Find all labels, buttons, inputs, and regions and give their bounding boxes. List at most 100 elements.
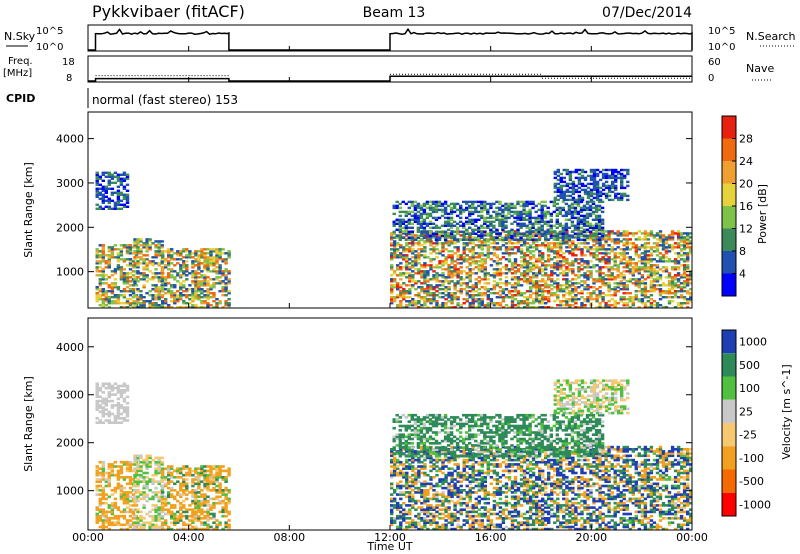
scatter-cell	[528, 244, 533, 247]
scatter-cell	[170, 256, 174, 259]
scatter-cell	[176, 272, 180, 275]
scatter-cell	[104, 199, 108, 202]
scatter-cell	[139, 302, 143, 305]
scatter-cell	[589, 260, 593, 263]
scatter-cell	[128, 298, 133, 301]
scatter-cell	[591, 218, 596, 221]
scatter-cell	[170, 521, 174, 524]
scatter-cell	[528, 276, 533, 279]
scatter-cell	[588, 230, 593, 233]
scatter-cell	[679, 248, 684, 251]
scatter-cell	[414, 262, 418, 265]
scatter-cell	[579, 232, 584, 235]
scatter-cell	[113, 300, 118, 303]
scatter-cell	[646, 276, 651, 279]
scatter-cell	[133, 501, 137, 505]
scatter-cell	[423, 262, 427, 265]
colorbar-segment	[722, 206, 736, 229]
scatter-cell	[95, 519, 99, 522]
scatter-cell	[611, 170, 615, 174]
scatter-cell	[128, 264, 133, 267]
scatter-cell	[510, 298, 515, 301]
scatter-cell	[101, 478, 105, 481]
scatter-cell	[444, 260, 448, 263]
scatter-cell	[598, 242, 602, 245]
scatter-cell	[655, 250, 660, 253]
scatter-cell	[625, 234, 629, 237]
scatter-cell	[161, 521, 165, 524]
scatter-cell	[101, 290, 105, 293]
scatter-cell	[390, 296, 394, 299]
scatter-cell	[209, 292, 213, 295]
scatter-cell	[471, 230, 475, 233]
scatter-cell	[658, 278, 663, 281]
scatter-cell	[652, 270, 657, 273]
scatter-cell	[131, 478, 136, 481]
scatter-cell	[613, 288, 617, 291]
scatter-cell	[179, 501, 183, 505]
scatter-cell	[446, 220, 451, 223]
scatter-cell	[154, 302, 158, 305]
scatter-cell	[136, 296, 140, 299]
scatter-cell	[649, 306, 654, 309]
scatter-cell	[519, 292, 524, 295]
scatter-cell	[110, 506, 115, 509]
scatter-cell	[173, 270, 177, 273]
scatter-cell	[498, 290, 503, 293]
scatter-cell	[689, 242, 693, 245]
scatter-cell	[585, 206, 590, 210]
scatter-cell	[564, 224, 569, 227]
scatter-cell	[670, 300, 675, 303]
scatter-cell	[154, 456, 158, 460]
scatter-cell	[525, 218, 529, 221]
scatter-cell	[640, 274, 645, 277]
scatter-cell	[428, 204, 433, 208]
scatter-cell	[119, 523, 124, 527]
scatter-cell	[628, 248, 632, 251]
scatter-cell	[116, 203, 121, 206]
scatter-cell	[116, 260, 121, 263]
scatter-cell	[504, 288, 509, 291]
scatter-cell	[620, 172, 624, 176]
scatter-cell	[438, 266, 442, 269]
scatter-cell	[588, 208, 593, 212]
scatter-cell	[173, 469, 177, 473]
scatter-cell	[456, 290, 460, 293]
scatter-cell	[419, 204, 424, 208]
scatter-cell	[643, 306, 648, 309]
scatter-cell	[689, 236, 693, 239]
scatter-cell	[571, 296, 575, 299]
scatter-cell	[673, 252, 678, 255]
scatter-cell	[544, 240, 548, 243]
scatter-cell	[215, 302, 219, 305]
scatter-cell	[101, 171, 105, 174]
scatter-cell	[142, 258, 146, 261]
scatter-cell	[399, 266, 403, 269]
scatter-cell	[122, 410, 127, 414]
scatter-cell	[399, 284, 403, 287]
scatter-cell	[197, 286, 201, 289]
scatter-cell	[544, 244, 548, 247]
scatter-cell	[444, 240, 448, 243]
scatter-cell	[652, 280, 657, 283]
scatter-cell	[167, 467, 171, 470]
scatter-cell	[607, 174, 612, 178]
scatter-cell	[646, 290, 651, 293]
scatter-cell	[574, 184, 579, 188]
scatter-cell	[176, 274, 180, 277]
scatter-cell	[194, 258, 198, 261]
scatter-cell	[435, 244, 439, 247]
scatter-cell	[125, 280, 130, 283]
scatter-cell	[399, 244, 403, 247]
scatter-cell	[531, 202, 535, 206]
scatter-cell	[544, 282, 548, 285]
scatter-cell	[119, 193, 124, 196]
scatter-cell	[101, 510, 105, 514]
scatter-cell	[594, 204, 599, 208]
scatter-cell	[157, 280, 161, 283]
scatter-cell	[423, 266, 427, 269]
scatter-cell	[676, 304, 681, 307]
scatter-cell	[501, 298, 506, 301]
scatter-cell	[649, 252, 654, 255]
scatter-cell	[446, 228, 451, 231]
